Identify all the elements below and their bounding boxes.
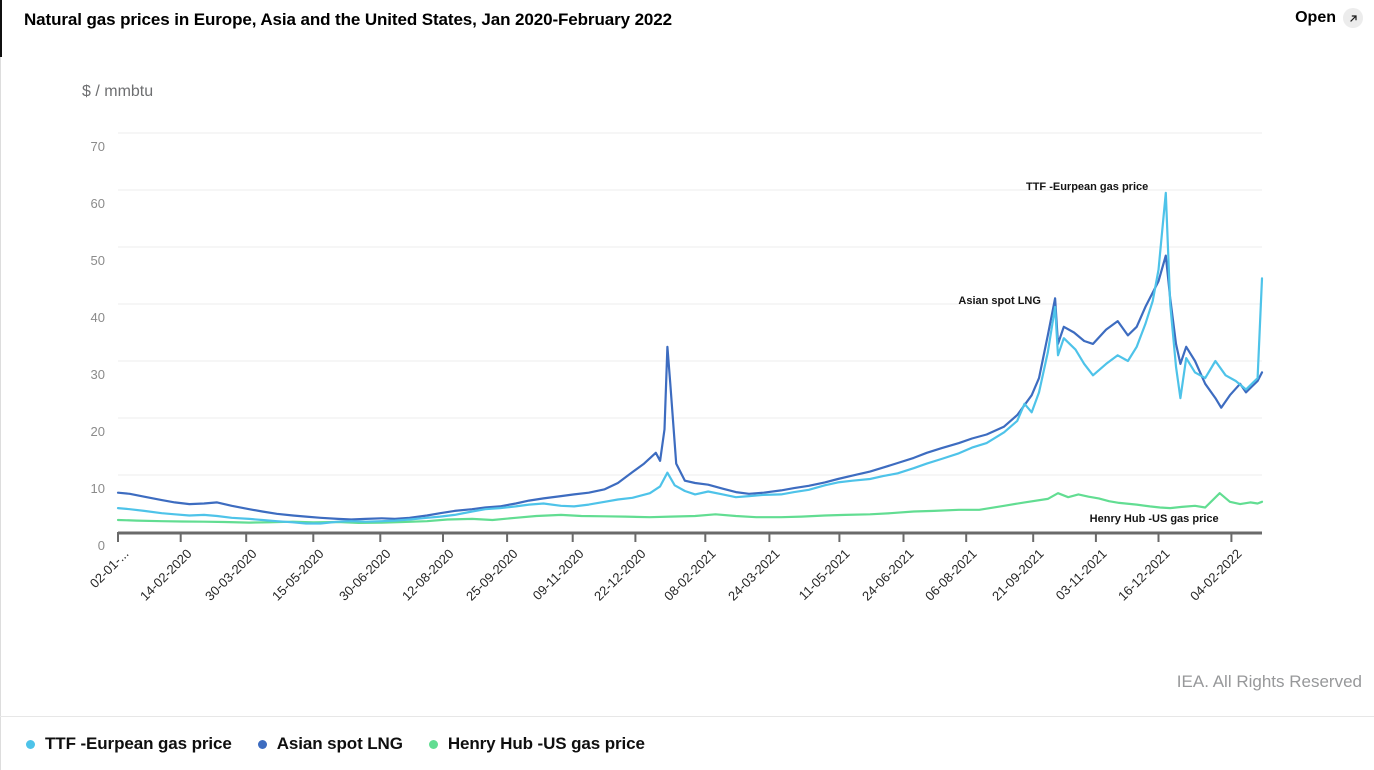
legend-dot-lng: [257, 739, 267, 749]
legend-item-henry-hub[interactable]: Henry Hub -US gas price: [428, 734, 645, 754]
title-left-edge-bar: [0, 0, 2, 57]
y-tick-label: 0: [97, 538, 105, 553]
series-annotation: Henry Hub -US gas price: [1089, 512, 1219, 525]
series-annotation: Asian spot LNG: [958, 295, 1041, 308]
legend-dot-ttf: [26, 739, 35, 749]
legend-label: TTF -Eurpean gas price: [45, 734, 232, 753]
y-tick-label: 20: [90, 424, 105, 439]
widget-left-border: [0, 57, 1, 770]
legend-label: Henry Hub -US gas price: [447, 734, 645, 753]
legend-dot-henry-hub: [428, 739, 438, 749]
legend-item-asian-spot-lng[interactable]: Asian spot LNG: [257, 734, 403, 754]
y-tick-label: 40: [90, 310, 105, 325]
open-external-icon: [1343, 8, 1363, 28]
open-button[interactable]: Open: [1295, 8, 1363, 28]
y-tick-label: 60: [90, 196, 105, 211]
legend-label: Asian spot LNG: [276, 734, 403, 753]
y-tick-label: 10: [90, 481, 105, 496]
legend-item-ttf[interactable]: TTF -Eurpean gas price: [26, 734, 232, 754]
y-tick-label: 30: [90, 367, 105, 382]
page-title: Natural gas prices in Europe, Asia and t…: [24, 10, 672, 29]
copyright-note: IEA. All Rights Reserved: [1176, 672, 1362, 691]
y-axis-unit-label: $ / mmbtu: [82, 83, 154, 100]
legend: TTF -Eurpean gas price Asian spot LNG He…: [26, 728, 645, 760]
y-tick-label: 50: [90, 253, 105, 268]
legend-divider: [0, 716, 1374, 717]
open-button-label: Open: [1295, 9, 1336, 26]
y-tick-label: 70: [90, 139, 105, 154]
series-annotation: TTF -Eurpean gas price: [1025, 181, 1149, 194]
